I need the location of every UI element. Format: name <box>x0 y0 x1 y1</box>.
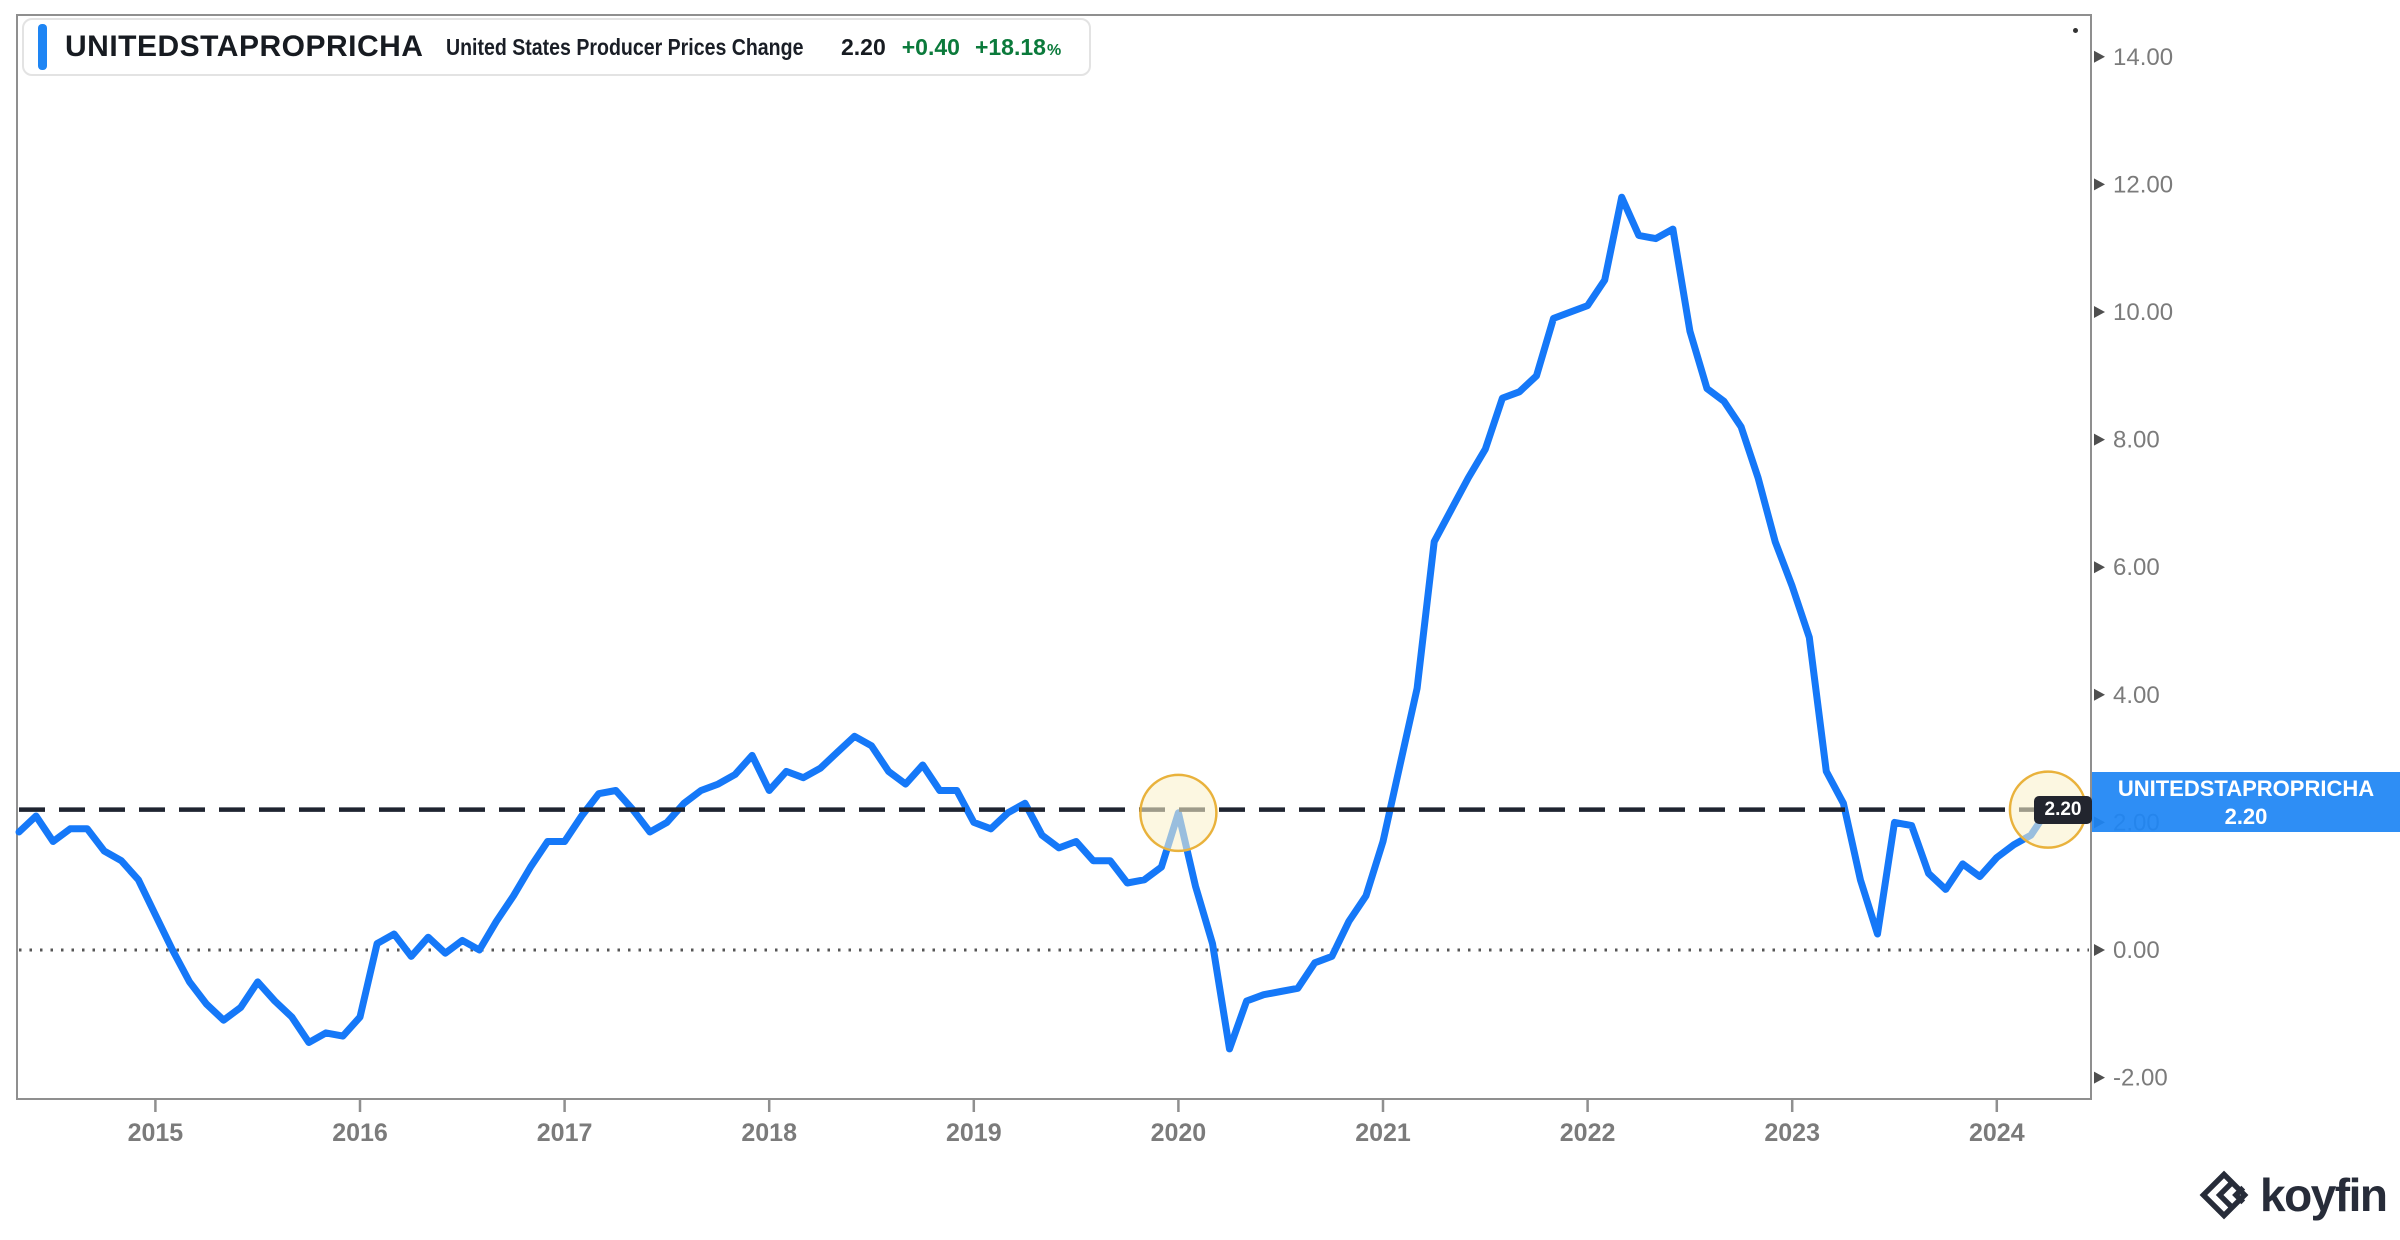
y-axis-label[interactable]: 12.00 <box>2113 171 2173 198</box>
legend-series-name: United States Producer Prices Change <box>446 33 804 60</box>
x-axis-label[interactable]: 2017 <box>537 1119 593 1147</box>
koyfin-logo: koyfin <box>2198 1168 2388 1222</box>
y-axis-tick-arrow <box>2094 306 2105 318</box>
plot-frame <box>16 14 2092 1100</box>
legend-last-value: 2.20 <box>840 33 886 60</box>
price-line <box>15 193 2052 1053</box>
axis-flag-ticker: UNITEDSTAPROPRICHA <box>2117 776 2375 801</box>
y-axis-label[interactable]: 8.00 <box>2113 427 2160 454</box>
percent-sign: % <box>1046 41 1062 59</box>
x-axis-label[interactable]: 2020 <box>1151 1119 1207 1147</box>
y-axis-tick-arrow <box>2094 178 2105 191</box>
y-axis-label[interactable]: 4.00 <box>2113 682 2160 709</box>
legend-change-percent-value: +18.18 <box>974 33 1046 60</box>
y-axis-label[interactable]: 0.00 <box>2113 937 2160 964</box>
legend-chip[interactable]: UNITEDSTAPROPRICHA United States Produce… <box>22 18 1092 76</box>
koyfin-wordmark: koyfin <box>2260 1169 2388 1221</box>
x-axis-label[interactable]: 2024 <box>1969 1119 2025 1147</box>
y-axis-label[interactable]: 10.00 <box>2113 299 2173 326</box>
axis-flag-value: 2.20 <box>2224 804 2268 829</box>
cursor-dot <box>2073 28 2078 33</box>
y-axis-tick-arrow <box>2094 944 2105 956</box>
legend-color-bar <box>38 24 47 70</box>
koyfin-diamond-icon <box>2199 1170 2249 1220</box>
y-axis-tick-arrow <box>2094 1071 2105 1084</box>
last-price-badge: 2.20 <box>2034 796 2092 824</box>
x-axis-label[interactable]: 2016 <box>332 1119 388 1147</box>
y-axis-tick-arrow <box>2094 561 2105 574</box>
last-value-axis-flag[interactable]: UNITEDSTAPROPRICHA 2.20 <box>2092 772 2400 832</box>
highlight-circle <box>1139 773 1218 853</box>
y-axis-label[interactable]: 6.00 <box>2113 554 2160 581</box>
y-axis-label[interactable]: 14.00 <box>2113 44 2173 71</box>
legend-change-percent: +18.18% <box>975 34 1061 61</box>
x-axis-label[interactable]: 2023 <box>1764 1119 1820 1147</box>
y-axis-tick-arrow <box>2094 688 2105 701</box>
x-axis-label[interactable]: 2019 <box>946 1119 1002 1147</box>
y-axis-tick-arrow <box>2094 50 2105 63</box>
x-axis-label[interactable]: 2015 <box>128 1119 184 1147</box>
y-axis-tick-arrow <box>2094 433 2105 446</box>
x-axis-label[interactable]: 2018 <box>741 1119 797 1147</box>
legend-change: +0.40 <box>901 33 960 60</box>
legend-ticker: UNITEDSTAPROPRICHA <box>65 30 424 63</box>
x-axis-label[interactable]: 2021 <box>1355 1119 1411 1147</box>
x-axis-label[interactable]: 2022 <box>1560 1119 1616 1147</box>
y-axis-label[interactable]: -2.00 <box>2113 1065 2168 1092</box>
